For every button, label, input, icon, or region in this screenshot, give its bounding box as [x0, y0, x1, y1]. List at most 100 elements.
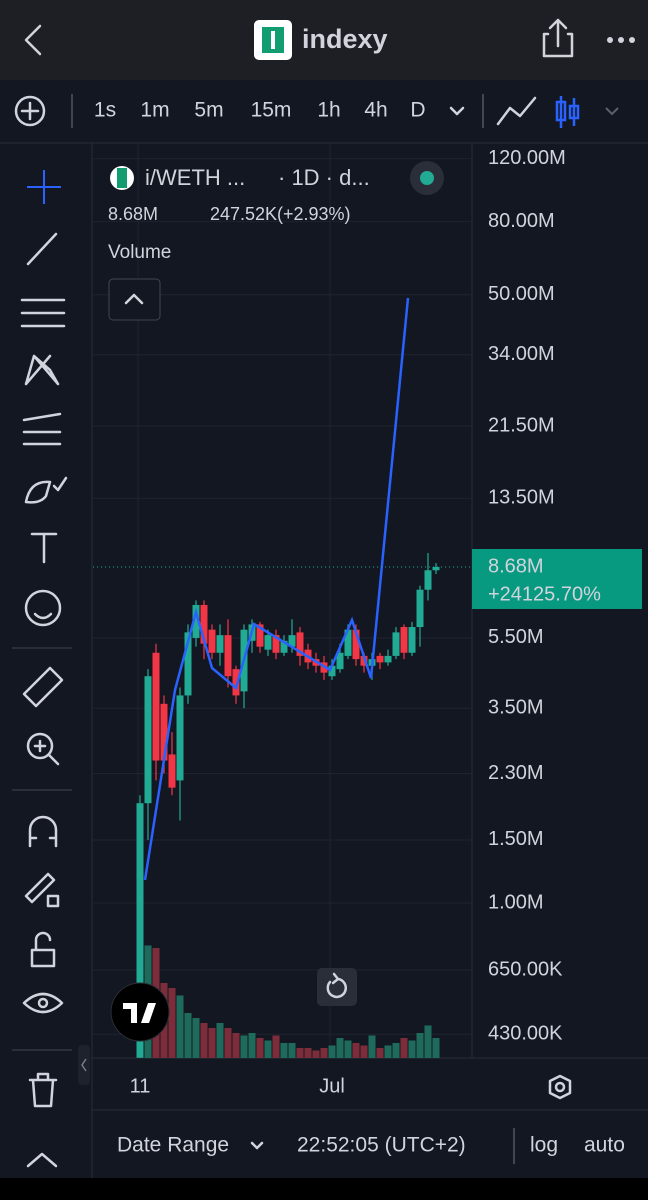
volume-bar — [352, 1043, 360, 1058]
back-button[interactable] — [24, 24, 42, 56]
lock-tool[interactable] — [30, 931, 56, 968]
y-tick-label: 5.50M — [488, 626, 544, 648]
volume-bar — [200, 1023, 208, 1058]
candle-body — [144, 676, 152, 804]
y-tick-label: 120.00M — [488, 147, 566, 169]
drawing-toolbar — [12, 170, 72, 1168]
more-tools[interactable] — [26, 1152, 58, 1168]
pattern-tool[interactable] — [24, 354, 60, 386]
interval-active[interactable]: D — [410, 99, 425, 122]
zoom-tool[interactable] — [26, 732, 54, 760]
add-icon — [20, 101, 40, 121]
fib-tool[interactable] — [20, 298, 66, 328]
legend-change: (+2.93%) — [277, 204, 351, 224]
measure-tool[interactable] — [22, 666, 64, 708]
legend-volume: 247.52K — [210, 204, 277, 224]
candle-body — [136, 803, 144, 1058]
y-tick-label: 50.00M — [488, 283, 555, 305]
candle-body — [216, 635, 224, 653]
candle-body — [336, 652, 344, 670]
volume-bar — [184, 1013, 192, 1058]
volume-bar — [280, 1043, 288, 1058]
hide-tool[interactable] — [22, 992, 64, 1014]
log-toggle[interactable]: log — [530, 1134, 558, 1157]
candle-body — [192, 604, 200, 638]
volume-bar — [432, 1038, 440, 1058]
interval[interactable]: 1m — [140, 99, 169, 122]
toolbar-toggle[interactable] — [78, 1045, 90, 1085]
delete-tool[interactable] — [28, 1072, 58, 1108]
candle-body — [160, 703, 168, 761]
volume-bar — [216, 1023, 224, 1058]
y-tick-label: 430.00K — [488, 1022, 563, 1044]
candle-body — [392, 632, 400, 656]
candle-body — [232, 669, 240, 696]
share-button[interactable] — [542, 18, 574, 58]
brush-tool[interactable] — [24, 476, 68, 504]
y-tick-label: 3.50M — [488, 696, 544, 718]
market-status-dot — [420, 171, 434, 185]
volume-bar — [392, 1043, 400, 1058]
candle-chart-icon[interactable] — [555, 96, 580, 128]
candle-body — [264, 635, 272, 650]
candle-body — [208, 629, 216, 653]
candle-body — [200, 604, 208, 644]
volume-bar — [304, 1048, 312, 1058]
add-indicator[interactable] — [14, 95, 46, 127]
interval[interactable]: 15m — [251, 99, 292, 122]
candle-body — [376, 655, 384, 663]
interval[interactable]: 5m — [194, 99, 223, 122]
line-chart-icon[interactable] — [496, 96, 537, 126]
candle-body — [280, 640, 288, 653]
user-drawing[interactable] — [143, 297, 410, 881]
forecast-tool[interactable] — [22, 412, 62, 446]
y-tick-label: 1.00M — [488, 891, 544, 913]
interval[interactable]: 1s — [94, 99, 116, 122]
volume-bar — [224, 1028, 232, 1058]
volume-bar — [192, 1018, 200, 1058]
text-tool[interactable] — [30, 532, 58, 564]
magnet-tool[interactable] — [28, 815, 58, 848]
date-range-menu[interactable] — [250, 1141, 264, 1150]
x-tick-label: Jul — [319, 1075, 345, 1097]
lock-drawings-tool[interactable] — [24, 872, 60, 908]
date-range[interactable]: Date Range — [117, 1134, 229, 1157]
chart-type-menu[interactable] — [605, 107, 619, 116]
emoji-tool[interactable] — [24, 589, 62, 627]
auto-toggle[interactable]: auto — [584, 1134, 625, 1157]
candle-body — [168, 754, 176, 788]
legend-price: 8.68M — [108, 204, 158, 224]
zoom-icon — [33, 739, 60, 766]
volume-bar — [344, 1040, 352, 1058]
price-label: 8.68M — [488, 555, 544, 577]
reset-button[interactable] — [317, 968, 357, 1006]
volume-bar — [408, 1040, 416, 1058]
y-tick-label: 80.00M — [488, 210, 555, 232]
candle-body — [416, 589, 424, 628]
trend-line-tool[interactable] — [26, 232, 58, 266]
tv-logo-mark — [123, 1003, 156, 1023]
collapse-button[interactable] — [108, 278, 161, 321]
interval-menu[interactable] — [449, 106, 465, 116]
crosshair-tool[interactable] — [27, 170, 61, 204]
settings-icon — [554, 1081, 566, 1093]
symbol-icon-candle — [117, 168, 127, 188]
interval[interactable]: 1h — [317, 99, 340, 122]
candle-body — [408, 627, 416, 653]
candle-body — [152, 652, 160, 761]
y-tick-label: 2.30M — [488, 762, 544, 784]
volume-bar — [256, 1038, 264, 1058]
settings-button[interactable] — [548, 1074, 572, 1100]
candle-body — [432, 567, 440, 571]
candle-body — [344, 629, 352, 656]
hide-icon — [37, 997, 49, 1009]
symbol-name[interactable]: i/WETH ... — [145, 165, 245, 190]
app-name: indexy — [302, 24, 388, 54]
interval[interactable]: 4h — [364, 99, 387, 122]
volume-bar — [328, 1045, 336, 1058]
more-button[interactable] — [607, 37, 635, 43]
tv-logo[interactable] — [110, 982, 170, 1042]
x-tick-label: 11 — [130, 1075, 151, 1097]
volume-bar — [264, 1040, 272, 1058]
volume-bar — [320, 1048, 328, 1058]
